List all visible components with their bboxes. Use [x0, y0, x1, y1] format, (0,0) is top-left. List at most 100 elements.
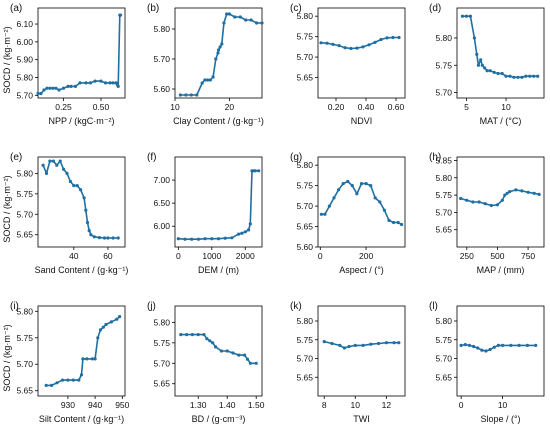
data-point [243, 353, 247, 357]
x-tick-label: 10 [170, 102, 180, 112]
data-point [92, 235, 96, 239]
data-point [230, 236, 234, 240]
data-point [325, 41, 329, 45]
series-line [180, 13, 262, 96]
data-point [349, 46, 353, 51]
data-point [327, 204, 331, 208]
chart-panel-l: (l) 0 10 5.65 5.70 5.75 5.80 Slope / (°) [429, 301, 545, 424]
data-point [214, 345, 218, 349]
x-tick-label: 0.20 [328, 102, 345, 112]
panel-label: (h) [429, 152, 441, 163]
data-point [88, 81, 93, 85]
data-point [537, 192, 541, 196]
data-point [514, 188, 518, 192]
data-point [479, 58, 483, 62]
data-point [219, 349, 223, 353]
data-point [512, 75, 516, 79]
data-point [391, 35, 395, 40]
data-point [369, 184, 373, 188]
data-point [55, 381, 59, 385]
x-tick-label: 10 [351, 400, 361, 410]
data-point [475, 52, 479, 57]
x-axis-label: Aspect / (°) [339, 265, 384, 275]
y-tick-label: 5.65 [296, 372, 313, 382]
data-point [102, 236, 107, 240]
data-point [400, 222, 404, 227]
data-point [347, 344, 351, 349]
data-point [500, 71, 504, 76]
y-tick-label: 5.75 [16, 189, 33, 199]
data-point [60, 378, 65, 382]
x-tick-label: 1.30 [190, 400, 207, 410]
data-point [520, 189, 524, 193]
y-tick-label: 5.75 [435, 335, 452, 345]
data-point [260, 21, 264, 25]
data-point [81, 357, 85, 361]
data-point [476, 346, 480, 350]
y-tick-label: 5.70 [435, 207, 452, 217]
panel-label: (j) [147, 301, 156, 312]
y-tick-label: 5.80 [153, 24, 170, 34]
data-point [77, 378, 81, 382]
data-point [58, 159, 62, 163]
data-point [396, 220, 400, 225]
data-point [39, 91, 43, 96]
y-tick-label: 5.80 [16, 306, 33, 316]
panel-label: (c) [290, 3, 302, 14]
data-point [99, 79, 103, 83]
data-point [200, 81, 204, 85]
data-point [492, 345, 496, 349]
data-point [85, 220, 90, 225]
data-point [109, 320, 113, 324]
y-axis-label-row1: SOCD / (kg·m⁻²) [2, 26, 12, 93]
data-point [495, 203, 499, 207]
series-line [321, 180, 402, 226]
data-point [208, 78, 212, 82]
data-point [385, 36, 389, 40]
data-point [476, 63, 480, 67]
y-tick-label: 5.80 [435, 173, 452, 183]
data-point [528, 74, 532, 78]
series-line [42, 160, 119, 239]
data-point [392, 220, 396, 225]
data-point [509, 343, 513, 347]
data-point [41, 163, 45, 167]
data-point [57, 88, 61, 92]
data-point [465, 198, 469, 202]
panel-label: (l) [429, 301, 438, 312]
data-point [485, 69, 489, 73]
data-point [248, 361, 252, 365]
data-point [51, 86, 55, 90]
data-point [85, 357, 89, 361]
data-point [244, 18, 248, 22]
data-point [496, 71, 500, 76]
data-point [464, 14, 469, 18]
data-point [104, 322, 108, 327]
x-tick-label: 20 [225, 102, 235, 112]
data-point [330, 341, 334, 346]
plot-frame [317, 7, 406, 99]
data-point [504, 74, 508, 78]
data-point [472, 344, 476, 349]
x-axis-label: BD / (g·cm⁻³) [192, 414, 246, 424]
series-line [178, 170, 259, 240]
data-point [337, 188, 341, 192]
data-point [84, 208, 88, 212]
y-tick-label: 5.80 [435, 316, 452, 326]
plot-frame [456, 156, 545, 248]
data-point [382, 208, 386, 212]
data-point [205, 337, 209, 341]
data-point [257, 169, 261, 173]
y-tick-label: 5.80 [296, 11, 313, 21]
data-point [337, 44, 341, 48]
data-point [211, 75, 215, 79]
y-tick-label: 6.00 [16, 37, 33, 47]
data-point [84, 81, 88, 85]
data-point [477, 200, 481, 204]
data-point [223, 236, 227, 240]
data-point [387, 218, 391, 222]
data-point [505, 191, 509, 195]
y-tick-label: 5.65 [153, 379, 170, 389]
data-point [369, 342, 373, 346]
